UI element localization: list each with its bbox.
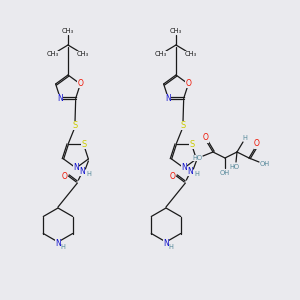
Text: S: S <box>72 121 78 130</box>
Text: CH₃: CH₃ <box>185 51 197 57</box>
Text: N: N <box>80 167 85 176</box>
Text: S: S <box>180 121 186 130</box>
Text: O: O <box>61 172 67 181</box>
Text: H: H <box>61 244 65 250</box>
Text: N: N <box>73 164 79 172</box>
Text: CH₃: CH₃ <box>155 51 167 57</box>
Text: O: O <box>169 172 175 181</box>
Text: H: H <box>194 171 199 177</box>
Text: HO: HO <box>229 164 239 170</box>
Text: H: H <box>243 135 248 141</box>
Text: HO: HO <box>192 155 202 161</box>
Text: N: N <box>58 94 63 103</box>
Text: S: S <box>189 140 194 149</box>
Text: N: N <box>166 94 171 103</box>
Text: O: O <box>203 134 209 142</box>
Text: N: N <box>163 238 169 247</box>
Text: CH₃: CH₃ <box>170 28 182 34</box>
Text: OH: OH <box>220 170 230 176</box>
Text: OH: OH <box>260 161 270 167</box>
Text: H: H <box>86 171 91 177</box>
Text: H: H <box>169 244 173 250</box>
Text: O: O <box>77 80 83 88</box>
Text: O: O <box>254 140 260 148</box>
Text: CH₃: CH₃ <box>47 51 59 57</box>
Text: CH₃: CH₃ <box>62 28 74 34</box>
Text: N: N <box>181 164 187 172</box>
Text: CH₃: CH₃ <box>77 51 89 57</box>
Text: N: N <box>55 238 61 247</box>
Text: S: S <box>81 140 86 149</box>
Text: O: O <box>185 80 191 88</box>
Text: N: N <box>188 167 193 176</box>
